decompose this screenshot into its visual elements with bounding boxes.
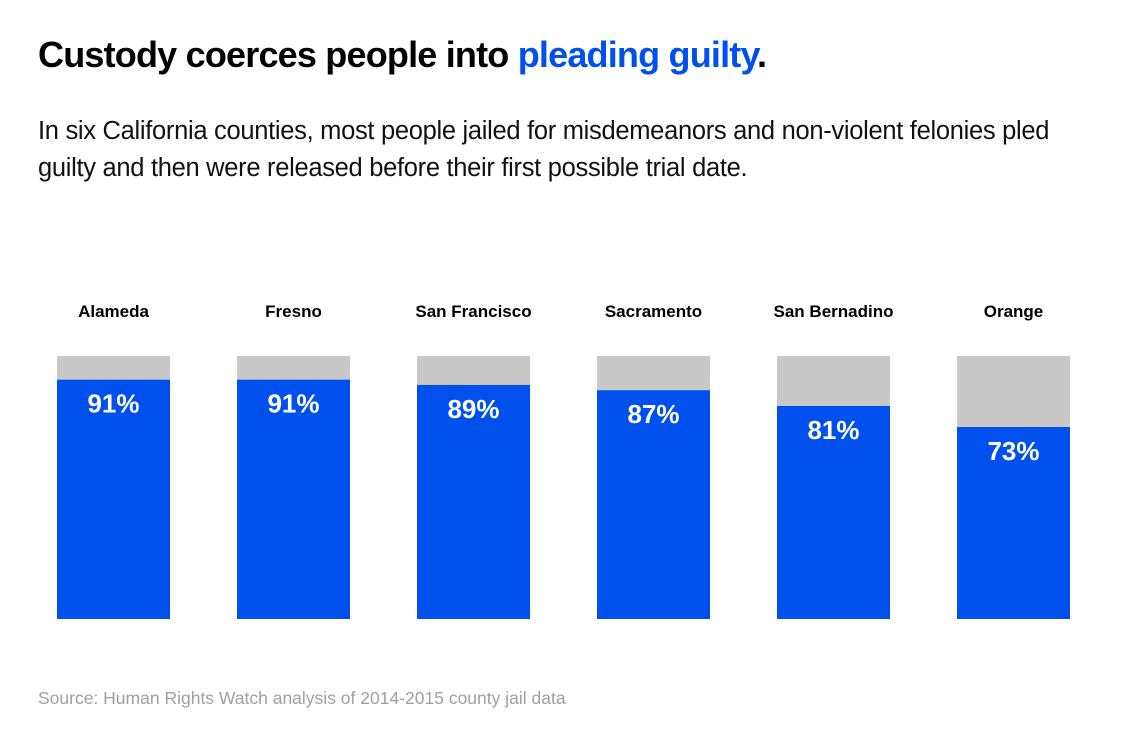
- category-label: Sacramento: [605, 302, 702, 321]
- bar: [417, 384, 530, 619]
- category-label: San Bernadino: [774, 302, 894, 321]
- bar-remainder: [957, 356, 1070, 428]
- bar: [57, 379, 170, 619]
- category-label: Alameda: [78, 302, 149, 321]
- bar-remainder: [417, 356, 530, 385]
- category-label: Fresno: [265, 302, 322, 321]
- bar-remainder: [777, 356, 890, 406]
- bar: [777, 405, 890, 619]
- value-label: 73%: [987, 436, 1039, 466]
- chart-title: Custody coerces people into pleading gui…: [38, 34, 767, 76]
- bar: [237, 379, 350, 619]
- value-label: 91%: [267, 389, 319, 419]
- source-note: Source: Human Rights Watch analysis of 2…: [38, 688, 566, 708]
- value-label: 89%: [447, 394, 499, 424]
- title-highlight: pleading guilty: [517, 34, 758, 75]
- category-label: San Francisco: [415, 302, 531, 321]
- value-label: 91%: [87, 389, 139, 419]
- category-label: Orange: [984, 302, 1044, 321]
- bar: [957, 427, 1070, 619]
- chart-subtitle: In six California counties, most people …: [38, 117, 1050, 182]
- title-suffix: .: [757, 34, 767, 75]
- bar-remainder: [597, 356, 710, 391]
- bar-remainder: [237, 356, 350, 380]
- bar: [597, 390, 710, 619]
- value-label: 81%: [807, 415, 859, 445]
- bar-remainder: [57, 356, 170, 380]
- value-label: 87%: [627, 399, 679, 429]
- title-text: Custody coerces people into: [38, 34, 518, 75]
